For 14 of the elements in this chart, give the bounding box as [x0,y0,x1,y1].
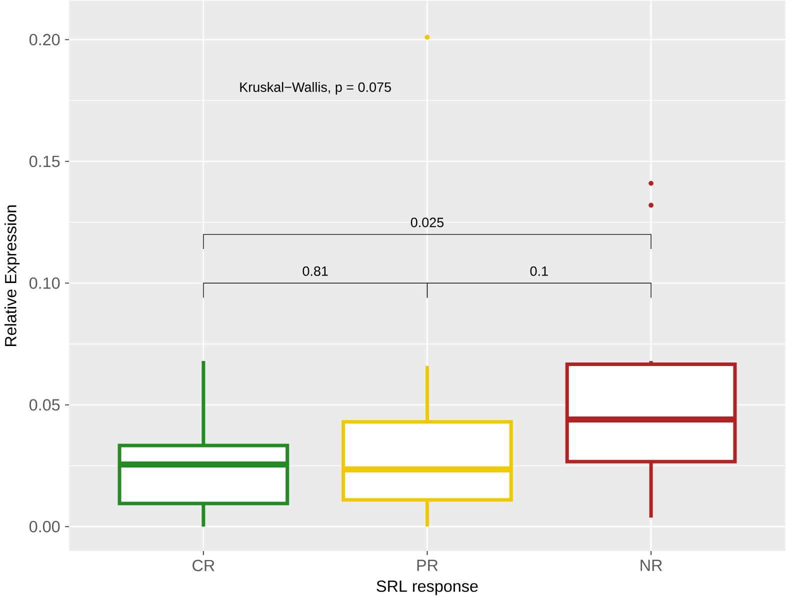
x-axis-title: SRL response [376,580,478,596]
x-tick-label: CR [192,560,214,572]
y-tick-label: 0.10 [29,278,60,290]
y-axis-title: Relative Expression [4,206,20,346]
annotation: 0.81 [302,266,328,276]
x-tick-label: NR [640,560,662,572]
annotation: 0.1 [530,266,548,276]
y-tick-label: 0.00 [29,521,60,532]
y-tick-label: 0.05 [29,399,60,411]
annotation: 0.025 [410,218,444,228]
annotation: Kruskal−Wallis, p = 0.075 [240,82,391,95]
x-tick-label: PR [417,560,438,572]
y-tick-label: 0.20 [29,34,60,46]
y-tick-label: 0.15 [29,156,60,168]
